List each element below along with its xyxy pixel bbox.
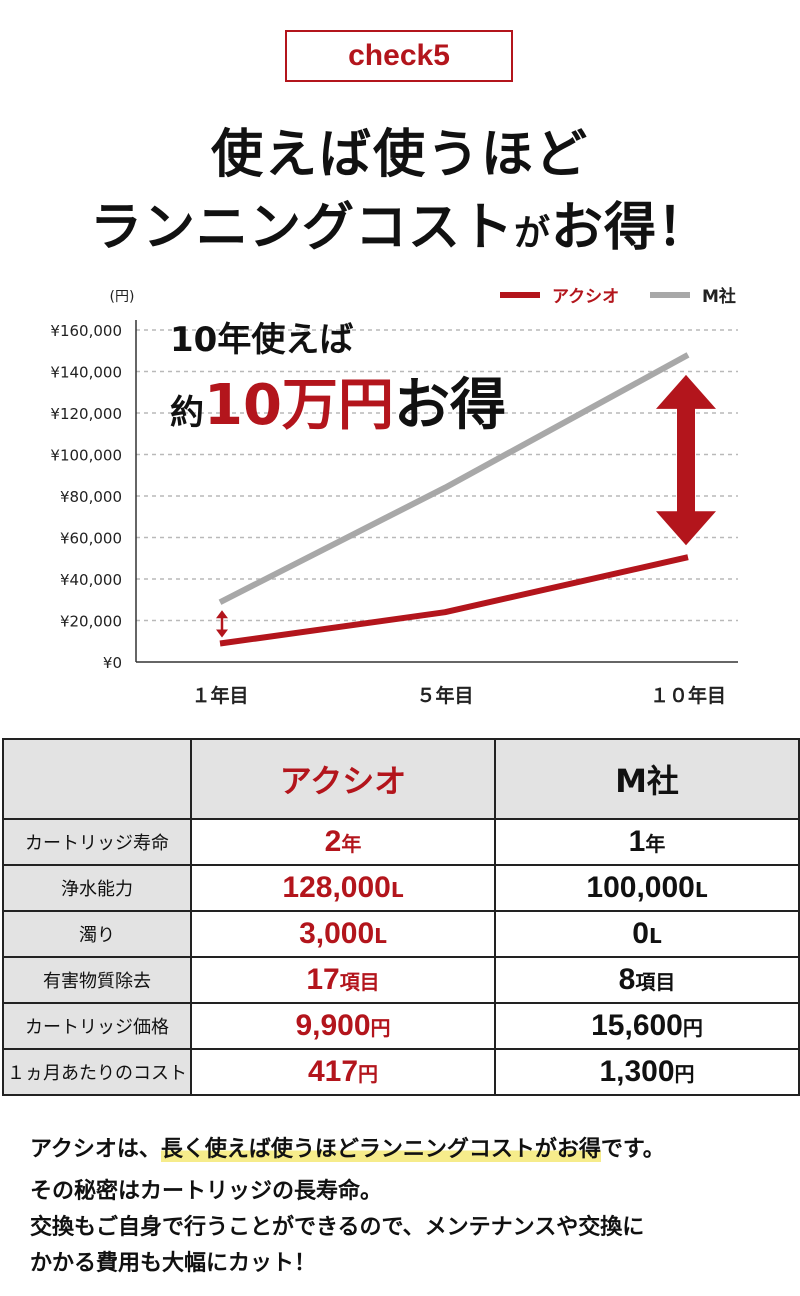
big-diff-arrow — [656, 374, 716, 546]
axio-number: 3,000 — [299, 917, 375, 950]
row-label: 濁り — [2, 910, 192, 958]
msha-value: 15,600円 — [494, 1002, 800, 1050]
msha-unit: 円 — [682, 1016, 703, 1040]
axio-unit: 項目 — [339, 970, 380, 994]
cost-line-chart: ¥0 ¥20,000 ¥40,000 ¥60,000 ¥80,000 ¥100,000 ¥1… — [50, 286, 738, 707]
row-label-text: １ヵ月あたりのコスト — [7, 1063, 187, 1084]
msha-number: 1,300 — [599, 1055, 675, 1088]
callout-prefix: 約 — [170, 393, 204, 433]
y-tick-label: ¥100,000 — [50, 447, 122, 465]
axio-value: 417円 — [190, 1048, 496, 1096]
axio-unit: L — [390, 878, 404, 902]
row-label: １ヵ月あたりのコスト — [2, 1048, 192, 1096]
msha-unit: 項目 — [635, 970, 676, 994]
y-tick-label: ¥140,000 — [50, 364, 122, 382]
axio-number: 128,000 — [282, 871, 391, 904]
y-tick-label: ¥80,000 — [60, 488, 122, 506]
axio-value: 3,000L — [190, 910, 496, 958]
msha-unit: L — [648, 924, 662, 948]
description-line1-c: です。 — [600, 1137, 665, 1162]
row-label-text: カートリッジ価格 — [25, 1017, 169, 1038]
axio-number: 9,900 — [295, 1009, 371, 1042]
row-label: 浄水能力 — [2, 864, 192, 912]
axio-value: 2年 — [190, 818, 496, 866]
y-tick-label: ¥60,000 — [60, 530, 122, 548]
row-label-text: 有害物質除去 — [43, 971, 151, 992]
table-row: 浄水能力 128,000L 100,000L — [2, 864, 800, 912]
axio-value: 128,000L — [190, 864, 496, 912]
axio-value: 17項目 — [190, 956, 496, 1004]
axio-unit: 年 — [341, 832, 362, 856]
small-diff-arrow-down — [216, 629, 228, 638]
headline-line1: 使えば使うほど — [210, 125, 589, 185]
series-line-1 — [218, 352, 690, 605]
row-label-text: カートリッジ寿命 — [25, 833, 169, 854]
table-header-msha: M社 — [494, 738, 800, 820]
y-tick-label: ¥160,000 — [50, 322, 122, 340]
axio-number: 2 — [324, 825, 342, 858]
callout-years: 10年使えば — [170, 320, 354, 360]
msha-value: 8項目 — [494, 956, 800, 1004]
table-corner-cell — [2, 738, 192, 820]
small-diff-arrow-up — [216, 610, 228, 619]
series-line-0 — [219, 554, 689, 647]
table-row: １ヵ月あたりのコスト 417円 1,300円 — [2, 1048, 800, 1096]
description-line3: 交換もご自身で行うことができるので、メンテナンスや交換に — [30, 1215, 645, 1240]
table-row: 有害物質除去 17項目 8項目 — [2, 956, 800, 1004]
row-label: カートリッジ価格 — [2, 1002, 192, 1050]
msha-unit: 年 — [645, 832, 666, 856]
axio-unit: 円 — [358, 1062, 379, 1086]
y-unit-label: (円) — [110, 289, 135, 305]
msha-number: 0 — [632, 917, 649, 950]
headline-otoku: お得！ — [551, 198, 711, 258]
msha-unit: 円 — [674, 1062, 695, 1086]
msha-number: 8 — [618, 963, 636, 996]
msha-unit: L — [694, 878, 708, 902]
axio-unit: 円 — [370, 1016, 391, 1040]
y-tick-label: ¥20,000 — [60, 613, 122, 631]
description-line2: その秘密はカートリッジの長寿命。 — [30, 1179, 383, 1204]
row-label-text: 濁り — [79, 925, 115, 946]
axio-unit: L — [374, 924, 387, 948]
row-label-text: 浄水能力 — [61, 879, 133, 900]
callout-suffix: お得 — [393, 373, 506, 438]
table-row: カートリッジ寿命 2年 1年 — [2, 818, 800, 866]
headline-line2: ランニングコストがお得！ — [0, 185, 800, 260]
callout-savings: 約10万円お得 — [170, 360, 506, 441]
msha-number: 15,600 — [591, 1009, 683, 1042]
msha-value: 1,300円 — [494, 1048, 800, 1096]
table-header-row: アクシオ M社 — [2, 738, 800, 820]
x-tick-label: １０年目 — [650, 684, 726, 707]
headline-particle: が — [513, 213, 551, 254]
y-tick-label: ¥120,000 — [50, 405, 122, 423]
msha-value: 1年 — [494, 818, 800, 866]
axio-number: 417 — [307, 1055, 359, 1088]
msha-number: 100,000 — [586, 871, 695, 904]
msha-value: 100,000L — [494, 864, 800, 912]
row-label: カートリッジ寿命 — [2, 818, 192, 866]
check-badge: check5 — [285, 30, 513, 82]
description-line4: かかる費用も大幅にカット！ — [30, 1251, 317, 1276]
headline-running-cost: ランニングコスト — [89, 198, 514, 258]
msha-number: 1 — [628, 825, 646, 858]
x-tick-label: １年目 — [191, 684, 248, 707]
table-row: 濁り 3,000L 0L — [2, 910, 800, 958]
axio-value: 9,900円 — [190, 1002, 496, 1050]
description-highlight: 長く使えば使うほどランニングコストがお得 — [160, 1137, 601, 1162]
msha-value: 0L — [494, 910, 800, 958]
row-label: 有害物質除去 — [2, 956, 192, 1004]
table-header-axio: アクシオ — [190, 738, 496, 820]
table-row: カートリッジ価格 9,900円 15,600円 — [2, 1002, 800, 1050]
axio-number: 17 — [306, 963, 340, 996]
description-line1: アクシオは、長く使えば使うほどランニングコストがお得です。 — [30, 1132, 790, 1168]
callout-amount: 10万円 — [204, 373, 394, 438]
legend-label: アクシオ — [552, 287, 619, 307]
y-tick-label: ¥0 — [103, 654, 122, 672]
comparison-table: アクシオ M社 カートリッジ寿命 2年 1年 浄水能力 128,000L 100,000L… — [2, 738, 800, 1096]
x-tick-label: ５年目 — [416, 684, 473, 707]
y-tick-label: ¥40,000 — [60, 571, 122, 589]
legend-label: M社 — [702, 286, 736, 307]
description-line1-a: アクシオは、 — [30, 1137, 161, 1162]
